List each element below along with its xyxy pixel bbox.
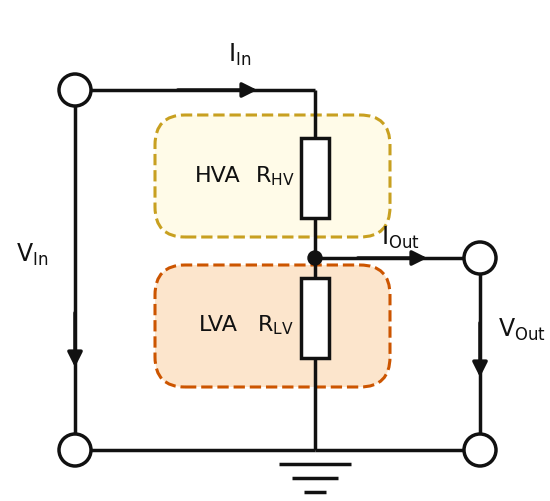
Text: V$_{\mathregular{Out}}$: V$_{\mathregular{Out}}$	[498, 317, 546, 343]
Bar	[301, 278, 329, 358]
FancyBboxPatch shape	[155, 115, 390, 237]
Bar	[301, 138, 329, 218]
Text: HVA: HVA	[195, 166, 241, 186]
Circle shape	[59, 434, 91, 466]
Text: R$_{\mathregular{HV}}$: R$_{\mathregular{HV}}$	[255, 164, 295, 188]
Text: V$_{\mathregular{In}}$: V$_{\mathregular{In}}$	[16, 242, 48, 268]
Circle shape	[59, 74, 91, 106]
Text: I$_{\mathregular{In}}$: I$_{\mathregular{In}}$	[228, 42, 251, 68]
Text: R$_{\mathregular{LV}}$: R$_{\mathregular{LV}}$	[257, 313, 293, 337]
FancyBboxPatch shape	[155, 265, 390, 387]
Text: LVA: LVA	[199, 315, 238, 335]
Circle shape	[308, 251, 322, 265]
Circle shape	[464, 434, 496, 466]
Circle shape	[464, 242, 496, 274]
Text: I$_{\mathregular{Out}}$: I$_{\mathregular{Out}}$	[381, 225, 420, 251]
